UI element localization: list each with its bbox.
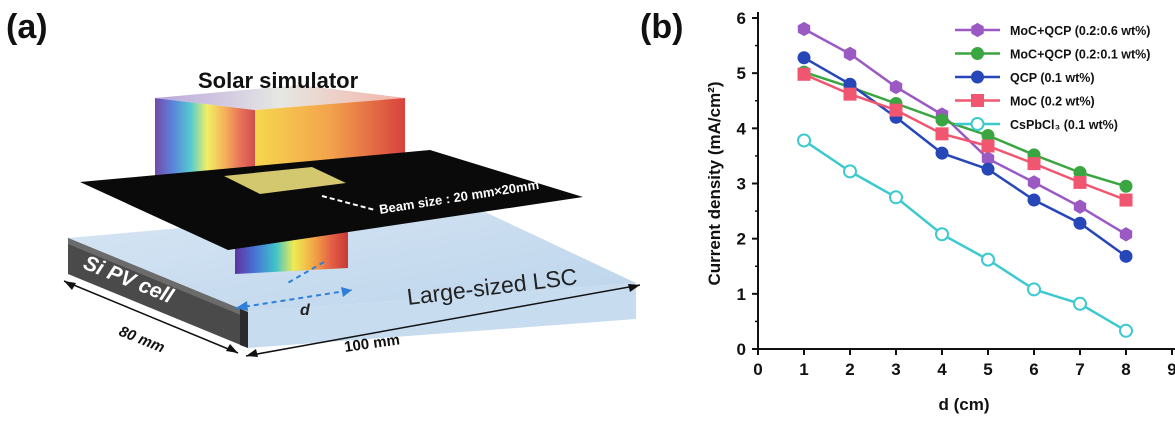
x-tick-label: 3 — [891, 360, 900, 379]
y-tick-label: 0 — [737, 340, 746, 359]
data-point — [889, 190, 903, 205]
x-tick-label: 6 — [1029, 360, 1038, 379]
data-point — [981, 162, 995, 176]
series-3 — [797, 67, 1133, 207]
data-point — [1119, 193, 1133, 207]
beam-aperture — [224, 167, 346, 194]
lsc-schematic: Si PV cell Solar simulator Beam size : 2… — [63, 68, 641, 357]
dimension-100mm — [245, 284, 641, 357]
legend-label: QCP (0.1 wt%) — [1010, 71, 1095, 85]
data-point — [1073, 216, 1087, 230]
data-point — [1027, 282, 1041, 297]
dim-80-label: 80 mm — [117, 323, 167, 357]
x-tick-label: 8 — [1121, 360, 1130, 379]
x-tick-label: 7 — [1075, 360, 1084, 379]
data-point — [797, 51, 811, 65]
y-tick-label: 6 — [737, 9, 746, 28]
chart-series — [797, 21, 1133, 338]
data-point — [1119, 179, 1133, 193]
data-point — [1073, 199, 1087, 214]
data-point — [935, 227, 949, 242]
chart-legend: MoC+QCP (0.2:0.6 wt%) MoC+QCP (0.2:0.1 wt… — [955, 22, 1150, 132]
data-point — [1119, 249, 1133, 263]
series-line — [803, 27, 1127, 236]
solar-simulator-label: Solar simulator — [198, 68, 359, 93]
data-point — [1073, 175, 1087, 189]
x-tick-label: 4 — [937, 360, 947, 379]
mask-plate — [80, 150, 583, 250]
data-point — [843, 46, 857, 62]
x-axis-label: d (cm) — [939, 395, 990, 414]
series-line — [803, 73, 1127, 202]
data-point — [1027, 175, 1041, 190]
d-distance-arrow — [235, 261, 353, 311]
data-point — [1027, 157, 1041, 171]
data-point — [889, 79, 903, 95]
series-line — [803, 139, 1127, 332]
series-4 — [797, 133, 1133, 338]
data-point — [970, 117, 985, 131]
panel-b-label: (b) — [640, 8, 684, 46]
data-point — [797, 67, 811, 81]
y-tick-label: 4 — [737, 119, 747, 138]
y-axis-label: Current density (mA/cm²) — [705, 81, 724, 285]
x-tick-label: 9 — [1167, 360, 1175, 379]
x-tick-label: 1 — [799, 360, 808, 379]
x-tick-label: 5 — [983, 360, 992, 379]
data-point — [935, 127, 949, 141]
data-point — [971, 94, 984, 107]
data-point — [981, 139, 995, 153]
legend-label: MoC+QCP (0.2:0.6 wt%) — [1010, 24, 1150, 38]
series-2 — [797, 51, 1133, 263]
data-point — [1119, 227, 1133, 242]
data-point — [843, 164, 857, 179]
data-point — [1027, 193, 1041, 207]
legend-label: CsPbCl₃ (0.1 wt%) — [1010, 118, 1118, 132]
chart-axes: 0 1 2 3 4 5 6 0 1 2 3 4 5 6 7 8 9 — [737, 9, 1175, 379]
y-tick-label: 3 — [737, 175, 746, 194]
data-point — [971, 22, 984, 38]
data-point — [797, 21, 811, 37]
d-label: d — [300, 302, 311, 319]
x-tick-label: 2 — [845, 360, 854, 379]
data-point — [797, 133, 811, 148]
panel-a-label: (a) — [6, 8, 48, 46]
x-tick-label: 0 — [753, 360, 762, 379]
data-point — [971, 47, 984, 60]
data-point — [889, 103, 903, 117]
data-point — [935, 113, 949, 127]
legend-label: MoC (0.2 wt%) — [1010, 95, 1095, 109]
series-0 — [797, 21, 1133, 242]
y-tick-label: 5 — [737, 64, 746, 83]
y-tick-label: 1 — [737, 285, 746, 304]
dimension-80mm — [63, 280, 239, 354]
data-point — [843, 87, 857, 101]
data-point — [935, 146, 949, 160]
legend-label: MoC+QCP (0.2:0.1 wt%) — [1010, 48, 1150, 62]
data-point — [1119, 323, 1133, 338]
series-line — [803, 56, 1127, 258]
data-point — [971, 70, 984, 84]
si-pv-cell — [68, 238, 248, 348]
data-point — [1073, 296, 1087, 311]
y-tick-label: 2 — [737, 230, 746, 249]
data-point — [981, 252, 995, 267]
